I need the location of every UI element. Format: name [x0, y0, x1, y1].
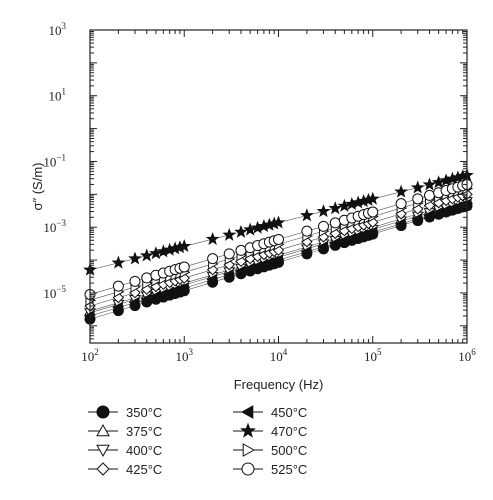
data-point — [300, 208, 314, 222]
axes: 102 103 104 105 106 10−5 10−3 10−1 101 103 — [43, 21, 476, 364]
data-point — [111, 255, 126, 269]
data-point — [206, 273, 218, 286]
data-point — [178, 261, 190, 273]
data-point — [141, 272, 153, 284]
series-525°C — [84, 178, 473, 300]
x-tick-label: 103 — [176, 347, 194, 364]
data-point — [234, 224, 248, 238]
data-point — [394, 184, 408, 198]
data-point — [223, 248, 235, 260]
data-point — [423, 209, 434, 222]
y-tick-label: 103 — [49, 21, 67, 38]
x-tick-label: 105 — [364, 347, 382, 364]
data-point — [395, 217, 406, 230]
y-tick-label: 101 — [49, 87, 67, 104]
data-point — [112, 280, 124, 292]
data-point — [234, 265, 246, 278]
data-point — [367, 206, 379, 218]
legend-item: 525°C — [233, 462, 307, 477]
series-layer — [83, 168, 474, 325]
legend-item: 425°C — [88, 462, 162, 477]
legend-item: 500°C — [233, 443, 307, 458]
legend-label: 425°C — [126, 462, 162, 477]
data-point — [207, 253, 219, 265]
legend-label: 470°C — [271, 424, 307, 439]
data-point — [139, 248, 154, 262]
legend-label: 500°C — [271, 443, 307, 458]
data-point — [271, 215, 286, 229]
series-470°C — [83, 168, 474, 276]
data-point — [410, 180, 425, 194]
data-point — [395, 198, 407, 210]
data-point — [129, 275, 141, 287]
x-tick-label: 102 — [81, 347, 99, 364]
legend-item: 400°C — [88, 443, 162, 458]
data-point — [329, 217, 341, 229]
data-point — [112, 301, 123, 314]
data-point — [316, 204, 331, 218]
data-point — [273, 233, 284, 245]
legend-marker — [96, 405, 110, 419]
data-point — [423, 189, 435, 201]
data-point — [329, 237, 340, 250]
data-point — [222, 227, 237, 241]
legend-marker — [240, 422, 256, 438]
data-point — [411, 212, 423, 225]
data-point — [235, 244, 247, 256]
legend-marker — [96, 423, 110, 437]
legend-label: 400°C — [126, 443, 162, 458]
data-point — [128, 296, 140, 309]
data-point — [301, 225, 313, 237]
y-tick-label: 10−3 — [43, 218, 66, 235]
legend-label: 450°C — [271, 405, 307, 420]
legend-marker — [240, 405, 254, 419]
data-point — [205, 231, 220, 245]
series-450°C — [83, 198, 472, 322]
legend-item: 470°C — [233, 422, 307, 439]
data-point — [338, 234, 349, 247]
data-point — [412, 193, 424, 205]
legend-label: 350°C — [126, 405, 162, 420]
legend-label: 525°C — [271, 462, 307, 477]
data-point — [178, 282, 189, 294]
x-tick-label: 104 — [270, 347, 288, 364]
data-point — [300, 245, 312, 258]
data-point — [128, 251, 142, 265]
data-point — [140, 293, 152, 305]
legend-item: 450°C — [233, 405, 307, 420]
data-point — [223, 268, 234, 281]
data-point — [328, 201, 343, 215]
data-point — [422, 177, 437, 191]
legend-item: 375°C — [88, 423, 162, 439]
data-point — [244, 262, 255, 275]
y-tick-label: 10−5 — [43, 284, 66, 301]
legend-marker — [241, 462, 255, 476]
data-point — [366, 226, 378, 239]
data-point — [177, 239, 192, 253]
data-point — [317, 240, 328, 253]
legend-item: 350°C — [88, 405, 162, 420]
legend-marker — [96, 444, 110, 458]
legend-marker — [96, 462, 110, 476]
data-point — [432, 206, 444, 219]
x-tick-label: 106 — [458, 347, 476, 364]
y-tick-label: 10−1 — [43, 152, 66, 169]
data-point — [365, 191, 380, 205]
legend-marker — [242, 443, 256, 457]
data-point — [149, 290, 161, 303]
legend-label: 375°C — [126, 424, 162, 439]
legend: 350°C 375°C 400°C 425°C 450°C 470°C 500°C 525°C — [88, 405, 307, 477]
data-point — [317, 220, 329, 232]
x-axis-title: Frequency (Hz) — [234, 377, 324, 392]
y-axis-title: σ″ (S/m) — [30, 162, 45, 210]
data-point — [272, 254, 283, 266]
